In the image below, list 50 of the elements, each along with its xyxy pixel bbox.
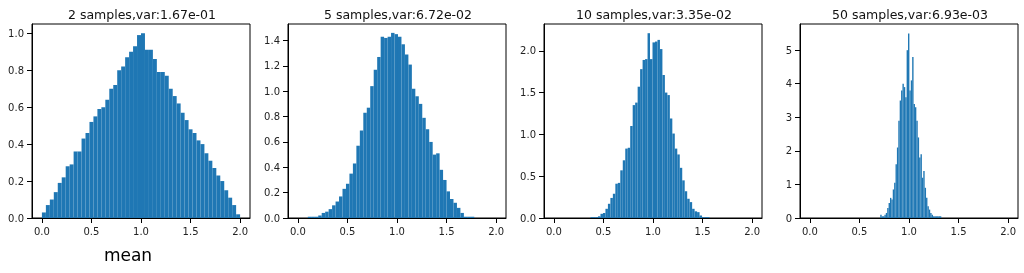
y-tick-label: 5: [785, 44, 792, 56]
x-tick-label: 2.0: [1000, 225, 1017, 237]
x-tick-label: 1.5: [694, 225, 711, 237]
y-tick-label: 1.0: [264, 85, 280, 97]
y-tick-label: 0.2: [264, 187, 280, 199]
x-tick-label: 0.5: [851, 225, 868, 237]
x-tick-label: 0.5: [595, 225, 612, 237]
chart-title: 50 samples,var:6.93e-03: [832, 7, 988, 22]
x-tick-label: 2.0: [744, 225, 761, 237]
y-tick-label: 0.4: [264, 161, 280, 173]
y-tick-label: 2: [785, 145, 792, 157]
y-tick-label: 4: [785, 78, 792, 90]
y-tick-label: 0.8: [8, 64, 24, 76]
y-tick-label: 0: [785, 212, 792, 224]
y-tick-label: 0.0: [264, 212, 280, 224]
chart-title: 10 samples,var:3.35e-02: [576, 7, 732, 22]
y-tick-label: 3: [785, 111, 792, 123]
x-tick-label: 0.5: [83, 225, 100, 237]
chart-title: 2 samples,var:1.67e-01: [68, 7, 216, 22]
x-axis-title: mean: [103, 244, 153, 265]
y-tick-label: 0.2: [8, 175, 24, 187]
x-tick-label: 0.0: [289, 225, 306, 237]
y-tick-label: 1: [785, 178, 792, 190]
y-tick-label: 1.0: [520, 128, 536, 140]
x-tick-label: 1.0: [645, 225, 661, 237]
x-tick-label: 2.0: [488, 225, 505, 237]
x-tick-label: 0.0: [545, 225, 562, 237]
y-tick-label: 0.8: [264, 111, 280, 123]
x-tick-label: 1.5: [438, 225, 455, 237]
y-tick-label: 1.5: [520, 87, 536, 99]
y-tick-label: 0.5: [520, 170, 536, 182]
y-tick-label: 1.4: [264, 34, 280, 46]
x-tick-label: 1.0: [389, 225, 405, 237]
x-tick-label: 0.5: [339, 225, 356, 237]
y-tick-label: 0.0: [520, 212, 536, 224]
x-tick-label: 1.5: [950, 225, 967, 237]
x-tick-label: 1.5: [182, 225, 199, 237]
chart-title: 5 samples,var:6.72e-02: [324, 7, 472, 22]
x-tick-label: 2.0: [232, 225, 249, 237]
x-tick-label: 0.0: [33, 225, 50, 237]
x-tick-label: 1.0: [901, 225, 917, 237]
y-tick-label: 0.6: [264, 136, 280, 148]
y-tick-label: 2.0: [520, 45, 536, 57]
x-tick-label: 1.0: [133, 225, 149, 237]
y-tick-label: 0.6: [8, 101, 24, 113]
y-tick-label: 1.0: [8, 27, 24, 39]
y-tick-label: 1.2: [264, 60, 280, 72]
y-tick-label: 0.0: [8, 212, 24, 224]
y-tick-label: 0.4: [8, 138, 24, 150]
x-tick-label: 0.0: [801, 225, 818, 237]
